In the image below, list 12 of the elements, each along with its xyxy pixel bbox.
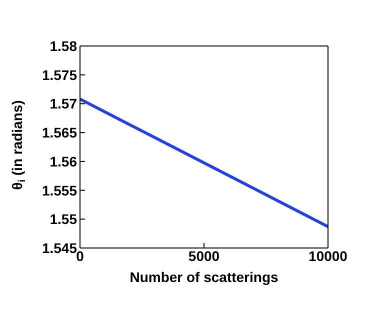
x-tick-label: 5000 (188, 248, 220, 264)
y-tick-label: 1.575 (42, 66, 78, 83)
y-tick-label: 1.56 (50, 153, 78, 170)
x-axis-title: Number of scatterings (130, 269, 279, 285)
y-tick-label: 1.57 (50, 96, 78, 112)
y-tick-label: 1.555 (42, 182, 78, 198)
y-tick-label: 1.545 (42, 240, 78, 256)
y-tick-label: 1.58 (50, 38, 78, 54)
x-tick-label: 10000 (308, 248, 348, 264)
y-tick-label: 1.565 (42, 124, 78, 141)
y-tick-label: 1.55 (50, 211, 78, 228)
x-tick-label: 0 (76, 248, 84, 264)
